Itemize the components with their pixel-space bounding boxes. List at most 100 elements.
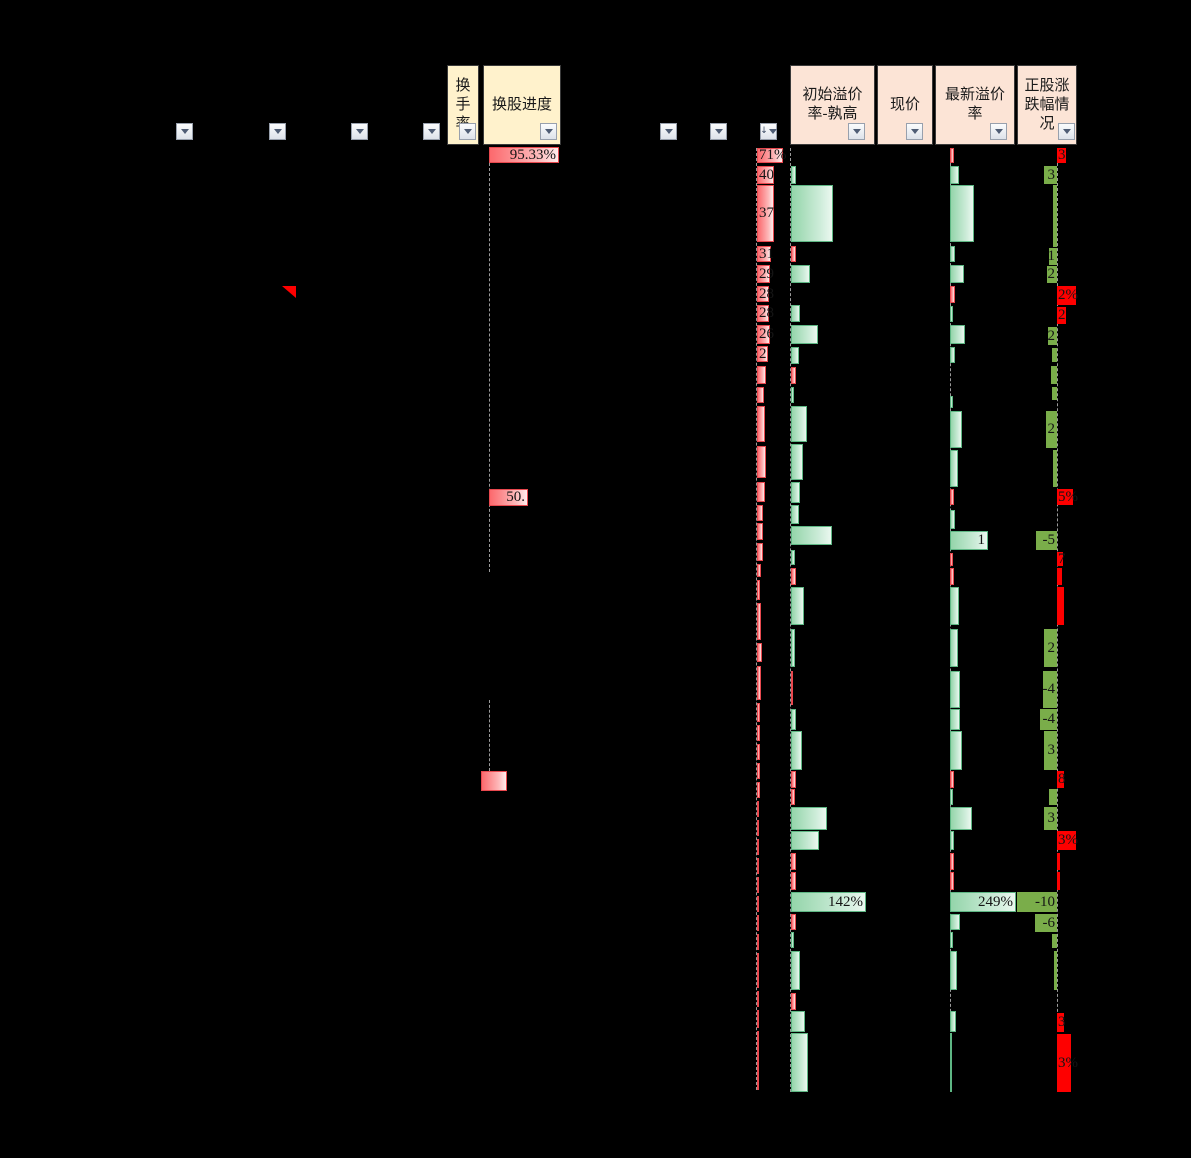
latest-premium-bar[interactable] (950, 553, 953, 566)
initial-premium-bar[interactable] (791, 1033, 808, 1092)
latest-premium-bar[interactable] (950, 872, 954, 890)
stock-change-bar[interactable]: 3% (1057, 1034, 1078, 1092)
latest-premium-bar[interactable] (950, 265, 964, 283)
initial-premium-bar[interactable] (791, 325, 818, 344)
stock-change-bar[interactable]: 3% (1057, 831, 1078, 850)
initial-premium-bar[interactable] (791, 387, 794, 403)
stock-change-bar[interactable] (1053, 185, 1057, 247)
initial-premium-bar[interactable] (791, 853, 796, 870)
stock-change-bar[interactable]: -4 (1043, 671, 1057, 708)
initial-premium-bar[interactable] (791, 166, 796, 184)
latest-premium-bar[interactable] (950, 396, 953, 408)
latest-premium-bar[interactable] (950, 789, 953, 805)
initial-premium-bar[interactable] (791, 550, 795, 565)
filter-button[interactable] (848, 123, 865, 140)
initial-premium-bar[interactable] (791, 587, 804, 625)
filter-button[interactable] (990, 123, 1007, 140)
latest-premium-bar[interactable] (950, 771, 954, 788)
latest-premium-bar[interactable] (950, 185, 974, 242)
stock-change-bar[interactable]: 8 (1057, 771, 1066, 788)
filter-button[interactable] (540, 123, 557, 140)
initial-premium-bar[interactable] (791, 265, 810, 283)
stock-change-bar[interactable] (1057, 587, 1064, 625)
stock-change-bar[interactable]: 2 (1048, 327, 1057, 345)
initial-premium-bar[interactable] (791, 1011, 805, 1032)
initial-premium-bar[interactable] (791, 406, 807, 442)
sorted-percent-bar[interactable] (757, 953, 759, 988)
stock-change-bar[interactable]: 5% (1057, 489, 1078, 505)
sorted-percent-bar[interactable] (757, 1031, 759, 1090)
sorted-percent-bar[interactable] (757, 366, 766, 384)
latest-premium-bar[interactable] (950, 148, 954, 163)
sorted-percent-bar[interactable] (757, 763, 760, 779)
sorted-percent-bar[interactable] (757, 934, 759, 950)
stock-change-bar[interactable] (1049, 789, 1057, 805)
initial-premium-bar[interactable] (791, 526, 832, 545)
sorted-percent-bar[interactable]: 40 (757, 166, 774, 184)
sorted-percent-bar[interactable] (757, 820, 759, 836)
stock-change-bar[interactable] (1057, 872, 1060, 890)
stock-change-bar[interactable] (1052, 387, 1057, 400)
sorted-percent-bar[interactable] (757, 782, 760, 798)
sorted-percent-bar[interactable] (757, 858, 759, 874)
latest-premium-bar[interactable] (950, 325, 965, 344)
initial-premium-bar[interactable] (791, 932, 794, 948)
stock-change-bar[interactable]: 2% (1057, 286, 1078, 305)
initial-premium-bar[interactable] (791, 367, 796, 384)
filter-button[interactable] (423, 123, 440, 140)
initial-premium-bar[interactable] (791, 568, 796, 585)
initial-premium-bar[interactable] (791, 709, 796, 730)
stock-change-bar[interactable]: 3 (1044, 807, 1057, 830)
conversion-progress-bar[interactable] (481, 771, 507, 791)
sorted-percent-bar[interactable] (757, 446, 766, 478)
stock-change-bar[interactable]: 3 (1044, 731, 1057, 770)
stock-change-bar[interactable]: -4 (1040, 709, 1057, 730)
filter-button[interactable] (710, 123, 727, 140)
sorted-percent-bar[interactable] (757, 877, 759, 893)
latest-premium-bar[interactable] (950, 671, 960, 708)
sorted-percent-bar[interactable] (757, 523, 763, 540)
filter-button[interactable] (906, 123, 923, 140)
initial-premium-bar[interactable] (791, 771, 796, 788)
stock-change-bar[interactable] (1057, 568, 1062, 585)
sorted-percent-bar[interactable] (757, 991, 759, 1007)
initial-premium-bar[interactable] (791, 872, 796, 890)
initial-premium-bar[interactable] (791, 629, 795, 667)
latest-premium-bar[interactable] (950, 1033, 952, 1092)
filter-button[interactable] (351, 123, 368, 140)
initial-premium-bar[interactable] (791, 185, 833, 242)
initial-premium-bar[interactable] (791, 305, 800, 322)
sorted-percent-bar[interactable] (757, 896, 759, 912)
latest-premium-bar[interactable] (950, 932, 953, 948)
sorted-percent-bar[interactable]: 37 (757, 185, 774, 242)
sorted-percent-bar[interactable] (757, 839, 759, 855)
initial-premium-bar[interactable] (791, 731, 802, 770)
sorted-percent-bar[interactable] (757, 666, 761, 700)
initial-premium-bar[interactable] (791, 831, 819, 850)
initial-premium-bar[interactable]: 142% (791, 892, 866, 912)
latest-premium-bar[interactable] (950, 286, 955, 303)
stock-change-bar[interactable]: 3 (1057, 147, 1066, 163)
filter-button[interactable] (176, 123, 193, 140)
latest-premium-bar[interactable] (950, 831, 954, 850)
stock-change-bar[interactable]: 3 (1057, 1013, 1066, 1032)
stock-change-bar[interactable]: 1 (1048, 248, 1057, 265)
header-cell-latest-premium[interactable]: 最新溢价 率 (935, 65, 1015, 145)
sorted-percent-bar[interactable]: 29 (757, 265, 774, 283)
initial-premium-bar[interactable] (791, 444, 803, 480)
filter-button[interactable] (459, 123, 476, 140)
stock-change-bar[interactable] (1051, 366, 1057, 384)
filter-button[interactable] (660, 123, 677, 140)
latest-premium-bar[interactable] (950, 731, 962, 770)
sorted-percent-bar[interactable] (757, 564, 761, 577)
latest-premium-bar[interactable] (950, 510, 955, 529)
stock-change-bar[interactable] (1052, 934, 1057, 948)
sorted-percent-bar[interactable] (757, 505, 763, 521)
initial-premium-bar[interactable] (791, 671, 793, 705)
latest-premium-bar[interactable] (950, 1011, 956, 1032)
sorted-percent-bar[interactable]: 31 (757, 246, 774, 262)
latest-premium-bar[interactable] (950, 411, 962, 448)
stock-change-bar[interactable]: -6 (1035, 914, 1057, 932)
initial-premium-bar[interactable] (791, 789, 795, 805)
stock-change-bar[interactable]: -5 (1036, 531, 1057, 550)
